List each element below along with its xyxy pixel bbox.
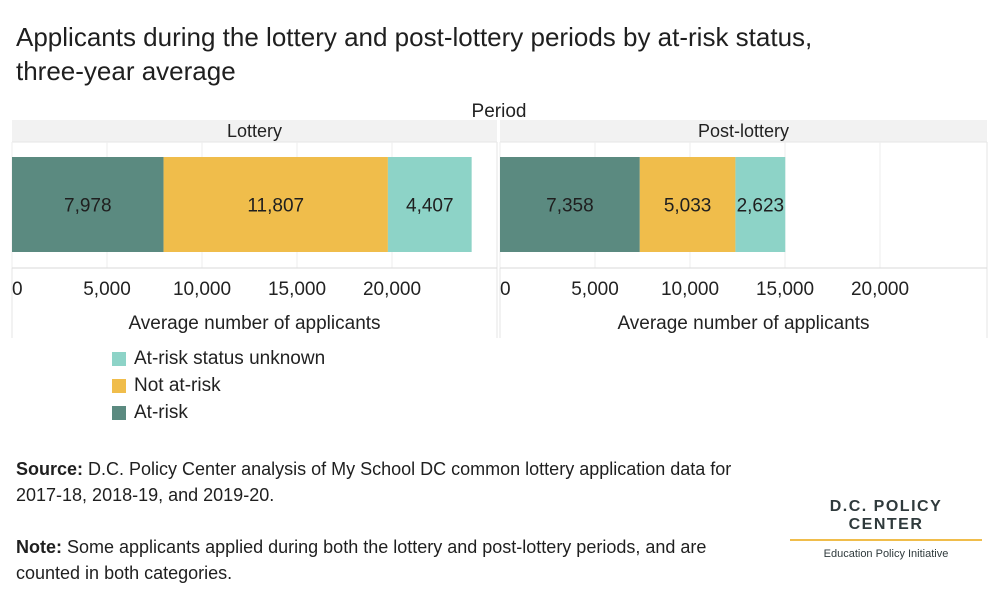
x-tick-label-lottery-2: 10,000 bbox=[173, 279, 231, 300]
note-body: Some applicants applied during both the … bbox=[16, 537, 707, 583]
stacked-bar-chart: Period Lottery 7,978 11,807 4,407 0 5,000 10,00… bbox=[11, 101, 988, 338]
legend-swatch-at-risk-unknown bbox=[112, 351, 126, 366]
bar-segment-lottery-at-risk bbox=[12, 157, 164, 252]
data-label-lottery-at-risk-status-unknown: 4,407 bbox=[406, 196, 454, 217]
legend-label-at-risk-unknown: At-risk status unknown bbox=[134, 347, 326, 369]
facet-strip-lottery bbox=[12, 120, 497, 142]
bar-segment-lottery-at-risk-status-unknown bbox=[387, 157, 472, 252]
note-text: Note: Some applicants applied during bot… bbox=[16, 534, 756, 586]
bar-segment-post-lottery-not-at-risk bbox=[639, 157, 736, 252]
x-tick-label-post-lottery-2: 10,000 bbox=[661, 279, 719, 300]
x-tick-label-lottery-4: 20,000 bbox=[363, 279, 421, 300]
data-label-post-lottery-at-risk-status-unknown: 2,623 bbox=[737, 196, 785, 217]
source-body: D.C. Policy Center analysis of My School… bbox=[16, 459, 732, 505]
brand-subtitle: Education Policy Initiative bbox=[823, 548, 949, 560]
facet-title-post-lottery: Post-lottery bbox=[698, 121, 789, 141]
x-tick-label-post-lottery-0: 0 bbox=[500, 279, 511, 300]
legend-label-at-risk: At-risk bbox=[134, 401, 188, 423]
chart-title: Applicants during the lottery and post-l… bbox=[16, 20, 976, 88]
x-tick-label-post-lottery-3: 15,000 bbox=[756, 279, 814, 300]
bar-segment-lottery-not-at-risk bbox=[163, 157, 388, 252]
x-tick-label-post-lottery-4: 20,000 bbox=[851, 279, 909, 300]
source-text: Source: D.C. Policy Center analysis of M… bbox=[16, 456, 756, 508]
x-tick-label-lottery-1: 5,000 bbox=[83, 279, 131, 300]
data-label-lottery-at-risk: 7,978 bbox=[64, 196, 112, 217]
x-tick-label-post-lottery-1: 5,000 bbox=[571, 279, 619, 300]
legend-item-at-risk: At-risk bbox=[112, 399, 325, 426]
chart-title-line-2: three-year average bbox=[16, 56, 236, 86]
legend-swatch-at-risk bbox=[112, 405, 126, 420]
x-axis-title-post-lottery: Average number of applicants bbox=[617, 313, 869, 334]
bar-segment-post-lottery-at-risk bbox=[500, 157, 640, 252]
data-label-lottery-not-at-risk: 11,807 bbox=[247, 196, 304, 217]
bar-segment-post-lottery-at-risk-status-unknown bbox=[735, 157, 786, 252]
x-axis-title-lottery: Average number of applicants bbox=[128, 313, 380, 334]
legend: At-risk status unknown Not at-risk At-ri… bbox=[112, 345, 325, 426]
legend-label-not-at-risk: Not at-risk bbox=[134, 374, 221, 396]
data-label-post-lottery-at-risk: 7,358 bbox=[546, 196, 594, 217]
chart-title-line-1: Applicants during the lottery and post-l… bbox=[16, 22, 813, 52]
legend-item-not-at-risk: Not at-risk bbox=[112, 372, 325, 399]
source-label: Source: bbox=[16, 459, 84, 479]
brand-name: D.C. POLICY CENTER bbox=[790, 498, 982, 541]
legend-item-at-risk-unknown: At-risk status unknown bbox=[112, 345, 325, 372]
facet-title-lottery: Lottery bbox=[227, 121, 282, 141]
data-label-post-lottery-not-at-risk: 5,033 bbox=[664, 196, 712, 217]
facet-strip-post-lottery bbox=[500, 120, 987, 142]
facet-label-period: Period bbox=[472, 101, 527, 122]
brand-logo: D.C. POLICY CENTER Education Policy Init… bbox=[790, 498, 982, 560]
x-tick-label-lottery-3: 15,000 bbox=[268, 279, 326, 300]
note-label: Note: bbox=[16, 537, 62, 557]
legend-swatch-not-at-risk bbox=[112, 378, 126, 393]
x-tick-label-lottery-0: 0 bbox=[12, 279, 23, 300]
